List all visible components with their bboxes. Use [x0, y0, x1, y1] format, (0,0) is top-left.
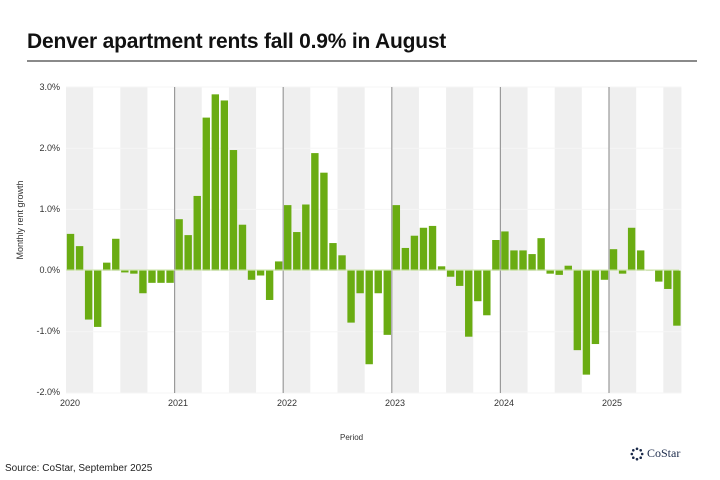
data-bar	[320, 172, 328, 271]
data-bar	[274, 261, 283, 271]
data-bar	[193, 195, 201, 271]
data-bar	[492, 240, 500, 271]
data-bar	[510, 250, 518, 271]
data-bar	[519, 250, 527, 271]
y-tick-label: 0.0%	[39, 265, 60, 275]
data-bar	[555, 270, 563, 275]
data-bar	[347, 270, 355, 323]
costar-logo-icon	[630, 447, 644, 460]
logo-text: CoStar	[647, 446, 681, 460]
y-tick-label: 2.0%	[39, 143, 60, 153]
data-bar	[664, 270, 672, 289]
data-bar	[311, 153, 319, 271]
bars	[66, 94, 681, 375]
year-lines	[174, 87, 610, 393]
quarter-band	[446, 87, 474, 393]
data-bar	[636, 250, 645, 271]
data-bar	[211, 94, 220, 271]
data-bar	[329, 243, 337, 271]
data-bar	[537, 238, 545, 271]
data-bar	[573, 270, 582, 351]
data-bar	[455, 270, 464, 286]
data-bar	[437, 266, 446, 271]
data-bar	[247, 270, 256, 280]
data-bar	[546, 270, 554, 274]
data-bar	[528, 254, 536, 271]
x-tick-label: 2021	[168, 398, 189, 408]
y-tick-label: 3.0%	[39, 82, 60, 92]
costar-logo: CoStar	[630, 446, 680, 461]
x-tick-label: 2025	[602, 398, 623, 408]
quarter-band	[337, 87, 365, 393]
data-bar	[428, 225, 437, 271]
data-bar	[256, 270, 265, 276]
data-bar	[139, 270, 147, 294]
data-bar	[166, 270, 174, 283]
chart-title: Denver apartment rents fall 0.9% in Augu…	[27, 30, 447, 53]
data-bar	[157, 270, 165, 283]
data-bar	[66, 233, 75, 271]
x-axis-title: Period	[340, 433, 364, 442]
data-bar	[483, 270, 491, 316]
data-bar	[365, 270, 373, 365]
data-bar	[582, 270, 591, 375]
data-bar	[103, 262, 111, 271]
quarter-band	[120, 87, 148, 393]
data-bar	[121, 270, 129, 273]
data-bar	[627, 227, 636, 271]
x-tick-label: 2023	[385, 398, 406, 408]
x-tick-label: 2022	[277, 398, 298, 408]
data-bar	[591, 270, 600, 345]
data-bar	[148, 270, 156, 283]
data-bar	[609, 249, 618, 271]
y-tick-label: -2.0%	[36, 387, 60, 397]
data-bar	[465, 270, 473, 337]
data-bar	[112, 238, 120, 271]
data-bar	[84, 270, 93, 320]
y-tick-label: -1.0%	[36, 326, 60, 336]
data-bar	[383, 270, 391, 335]
data-bar	[184, 235, 192, 271]
data-bar	[220, 100, 229, 271]
data-bar	[284, 205, 292, 271]
x-tick-label: 2020	[60, 398, 81, 408]
data-bar	[175, 219, 183, 271]
y-tick-label: 1.0%	[39, 204, 60, 214]
data-bar	[374, 270, 382, 294]
data-bar	[338, 255, 346, 271]
data-bar	[93, 270, 102, 327]
data-bar	[238, 224, 247, 271]
data-bar	[474, 270, 482, 302]
data-bar	[655, 270, 663, 282]
data-bar	[446, 270, 455, 277]
data-bar	[564, 265, 572, 271]
data-bar	[356, 270, 364, 294]
data-bar	[401, 247, 410, 271]
data-bar	[265, 270, 274, 300]
source-note: Source: CoStar, September 2025	[5, 463, 153, 474]
data-bar	[600, 270, 609, 280]
data-bar	[202, 117, 210, 271]
data-bar	[302, 204, 310, 271]
data-bar	[673, 270, 681, 326]
data-bar	[130, 270, 138, 274]
data-bar	[229, 150, 238, 271]
data-bar	[410, 235, 419, 271]
quarter-band	[663, 87, 682, 393]
data-bar	[75, 246, 84, 271]
x-tick-label: 2024	[494, 398, 515, 408]
title-divider	[27, 60, 697, 62]
data-bar	[419, 227, 428, 271]
data-bar	[618, 270, 627, 274]
data-bar	[501, 231, 509, 271]
data-bar	[293, 232, 301, 271]
data-bar	[392, 205, 401, 271]
